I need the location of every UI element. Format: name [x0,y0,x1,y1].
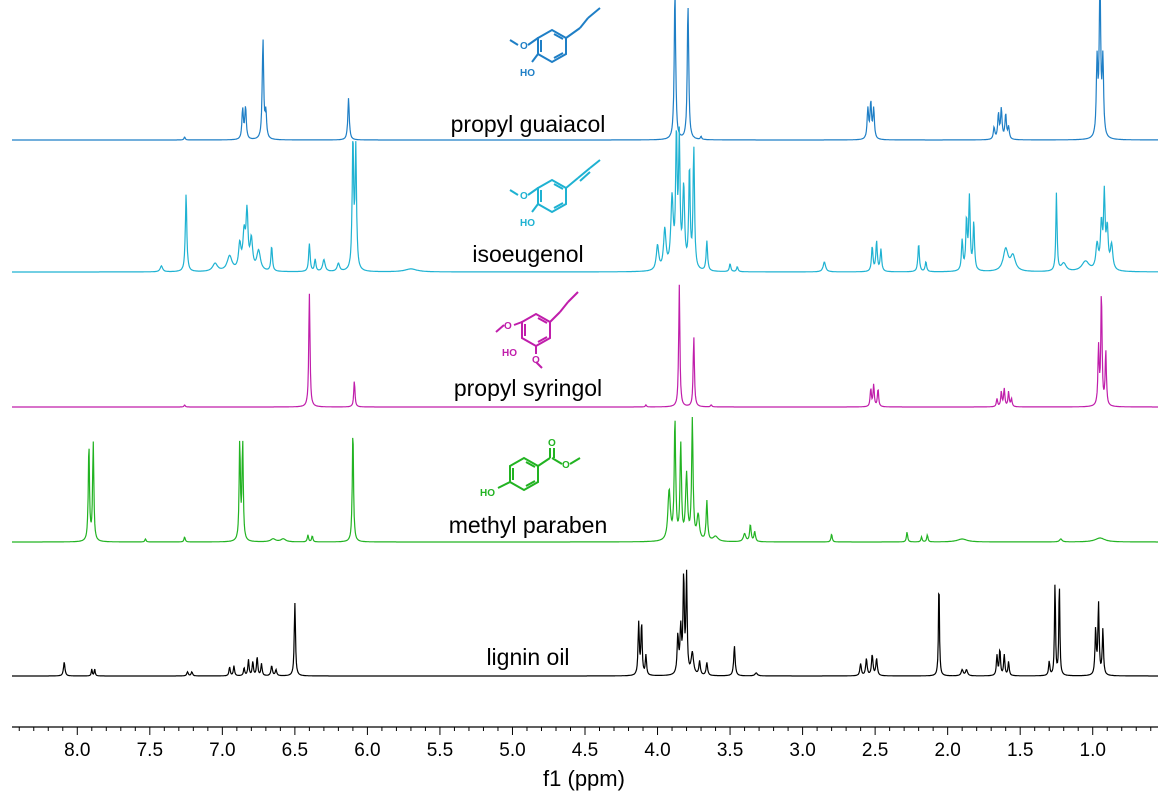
spectrum-trace-isoeugenol [12,126,1158,273]
x-tick-label: 7.0 [209,740,235,761]
spectrum-traces [12,0,1158,677]
x-tick-label: 5.5 [427,740,453,761]
x-tick-label: 1.5 [1007,740,1033,761]
x-tick-label: 5.0 [499,740,525,761]
x-tick-label: 3.0 [789,740,815,761]
x-tick-label: 3.5 [717,740,743,761]
spectrum-trace-propyl-syringol [12,284,1158,408]
svg-text:HO: HO [502,348,517,359]
series-label-propyl-syringol: propyl syringol [454,375,602,401]
series-label-lignin-oil: lignin oil [486,644,569,670]
x-axis-ticks: 8.0 7.5 7.0 6.5 6.0 5.5 5.0 4.5 4.0 3.5 3.0 2.5 2.0 1… [18,727,1152,761]
svg-text:O: O [520,191,528,202]
svg-text:HO: HO [520,68,535,79]
series-label-propyl-guaiacol: propyl guaiacol [451,111,606,137]
spectrum-trace-lignin-oil [12,569,1158,677]
propyl-guaiacol-structure-icon: O HO [509,7,601,79]
x-axis: 8.0 7.5 7.0 6.5 6.0 5.5 5.0 4.5 4.0 3.5 3.0 2.5 2.0 1… [12,726,1158,791]
x-tick-label: 6.0 [354,740,380,761]
svg-text:HO: HO [480,488,495,499]
svg-text:O: O [504,321,512,332]
series-label-methyl-paraben: methyl paraben [449,512,608,538]
svg-text:O: O [532,355,540,366]
svg-text:HO: HO [520,218,535,229]
x-tick-label: 1.0 [1080,740,1106,761]
svg-text:O: O [520,41,528,52]
svg-text:O: O [562,460,570,471]
x-axis-title: f1 (ppm) [543,766,625,791]
spectrum-trace-methyl-paraben [12,416,1158,543]
x-tick-label: 2.5 [862,740,888,761]
series-label-isoeugenol: isoeugenol [472,241,583,267]
x-tick-label: 4.0 [644,740,670,761]
methyl-paraben-structure-icon: O O HO [480,438,581,499]
x-tick-label: 8.0 [64,740,90,761]
propyl-syringol-structure-icon: O HO O [495,291,579,369]
x-tick-label: 6.5 [282,740,308,761]
spectrum-trace-propyl-guaiacol [12,0,1158,141]
isoeugenol-structure-icon: O HO [509,159,601,229]
x-tick-label: 4.5 [572,740,598,761]
x-tick-label: 2.0 [934,740,960,761]
svg-text:O: O [548,438,556,449]
x-tick-label: 7.5 [137,740,163,761]
